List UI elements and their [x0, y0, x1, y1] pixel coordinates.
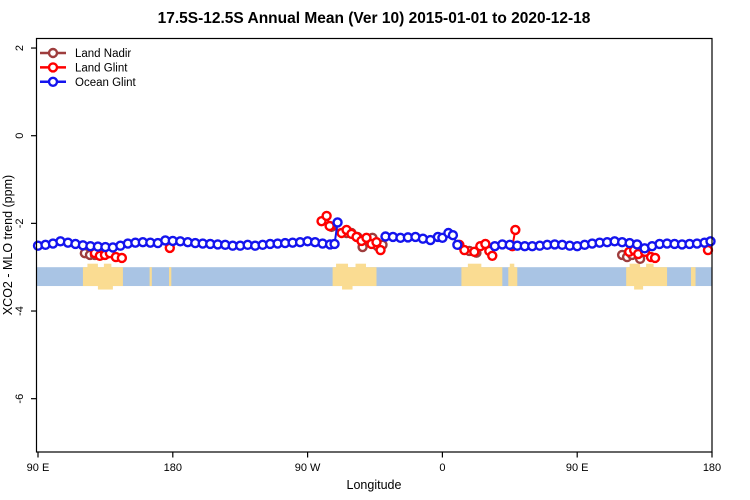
x-tick-label: 90 E: [27, 462, 50, 474]
data-point: [649, 252, 661, 264]
data-point: [375, 244, 386, 256]
data-point: [510, 224, 521, 236]
legend-marker: [47, 62, 59, 73]
legend-label: Ocean Glint: [75, 77, 137, 89]
coastline-bump: [336, 263, 349, 268]
land-patch: [626, 267, 668, 287]
x-tick-label: 90 E: [566, 462, 589, 474]
data-point: [116, 252, 128, 264]
coastline-bump: [629, 263, 641, 268]
series-ocean-glint: [32, 217, 716, 254]
coastline-bump: [97, 285, 113, 290]
x-tick-label: 90 W: [295, 462, 321, 474]
plot-box: [35, 37, 713, 453]
data-point: [469, 246, 480, 258]
x-tick-label: 180: [164, 462, 182, 474]
land-patch: [508, 267, 518, 287]
y-tick-label: -6: [14, 394, 26, 404]
legend-item: Ocean Glint: [40, 76, 137, 89]
land-patch: [332, 267, 377, 287]
y-tick-label: -4: [14, 306, 26, 316]
coastline-bump: [646, 263, 654, 268]
y-tick-label: -2: [14, 218, 26, 228]
legend-item: Land Glint: [40, 62, 128, 74]
map-band-layer: [36, 263, 712, 290]
y-axis-title: XCO2 - MLO trend (ppm): [1, 175, 15, 315]
data-point: [329, 238, 340, 250]
data-point: [631, 239, 643, 250]
land-patch: [82, 267, 123, 287]
coastline-bump: [467, 263, 482, 268]
x-axis-title: Longitude: [347, 478, 402, 492]
data-point: [332, 217, 343, 228]
y-tick-label: 0: [14, 133, 26, 139]
land-patch: [149, 267, 152, 287]
coastline-bump: [509, 263, 515, 268]
y-tick-label: 2: [14, 45, 26, 51]
data-point: [705, 236, 716, 247]
legend-marker: [47, 76, 59, 88]
data-series-layer: [32, 210, 716, 265]
legend-item: Land Nadir: [40, 47, 131, 60]
land-patch: [691, 267, 696, 287]
coastline-bump: [355, 263, 367, 268]
legend-marker: [47, 47, 59, 59]
legend-label: Land Nadir: [75, 48, 131, 60]
axes-layer: 90 E 180 90 W 0 90 E 180 2 0 -2 -4 -6: [14, 45, 721, 474]
data-point: [459, 244, 470, 256]
data-point: [321, 210, 332, 222]
coastline-bump: [342, 285, 353, 290]
coastline-bump: [103, 263, 112, 268]
legend-label: Land Glint: [75, 62, 128, 74]
x-tick-label: 0: [439, 462, 445, 474]
land-patch: [461, 267, 503, 287]
data-point: [371, 237, 382, 248]
data-point: [324, 220, 335, 232]
legend: Land Nadir Land Glint Ocean Glint: [40, 47, 137, 89]
coastline-bump: [87, 263, 98, 268]
data-point: [487, 250, 498, 261]
data-point: [452, 239, 463, 251]
chart-title: 17.5S-12.5S Annual Mean (Ver 10) 2015-01…: [158, 10, 591, 27]
x-tick-label: 180: [703, 462, 721, 474]
data-point: [447, 229, 459, 241]
coastline-bump: [634, 285, 644, 290]
land-patch: [169, 267, 172, 287]
